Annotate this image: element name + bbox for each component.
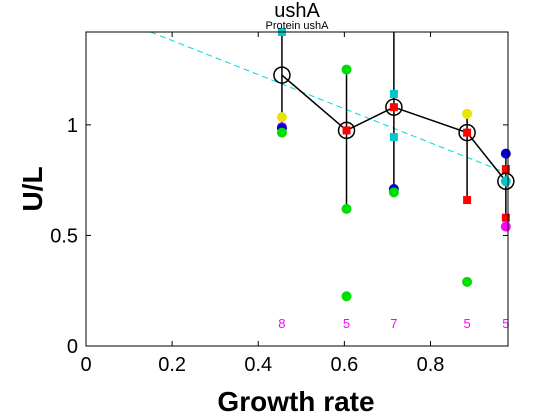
- replicate-point: [389, 133, 398, 142]
- mean-marker: [273, 66, 291, 84]
- mean-marker: [385, 98, 403, 116]
- y-axis-title: U/L: [17, 166, 48, 211]
- trend-line: [150, 32, 508, 174]
- replicate-point: [276, 127, 287, 138]
- replicate-point: [389, 89, 398, 98]
- replicate-point: [341, 291, 352, 302]
- x-tick-label: 0.6: [330, 354, 358, 376]
- y-tick-label: 1: [67, 115, 78, 137]
- x-axis-title: Growth rate: [217, 386, 374, 417]
- replicate-point: [462, 108, 473, 119]
- mean-marker: [458, 123, 476, 142]
- mean-marker: [337, 121, 356, 140]
- plot-area: [86, 32, 508, 346]
- replicate-point: [501, 165, 510, 174]
- count-label: 5: [343, 316, 350, 331]
- count-label: 7: [390, 316, 397, 331]
- replicate-point: [341, 64, 352, 75]
- replicate-point: [342, 126, 351, 135]
- count-label: 5: [463, 316, 470, 331]
- replicate-point: [341, 203, 352, 214]
- replicate-point: [389, 103, 398, 112]
- replicate-point: [500, 221, 511, 232]
- plot-frame: [85, 31, 509, 347]
- chart-title: ushA: [274, 0, 320, 22]
- x-tick-label: 0.8: [417, 354, 445, 376]
- replicate-point: [463, 128, 472, 137]
- y-tick-label: 0.5: [50, 225, 78, 247]
- x-tick-label: 0.4: [244, 354, 272, 376]
- count-label: 8: [278, 316, 285, 331]
- y-tick-label: 0: [67, 336, 78, 358]
- x-tick-label: 0.2: [158, 354, 186, 376]
- replicate-point: [276, 112, 287, 123]
- replicate-point: [501, 213, 510, 222]
- replicate-point: [388, 187, 399, 198]
- count-label: 5: [502, 316, 509, 331]
- replicate-point: [500, 148, 511, 159]
- replicate-point: [500, 176, 511, 187]
- replicate-point: [463, 196, 472, 205]
- chart-subtitle: Protein ushA: [266, 20, 330, 32]
- mean-marker: [497, 172, 515, 191]
- replicate-point: [462, 276, 473, 287]
- x-tick-label: 0: [80, 354, 91, 376]
